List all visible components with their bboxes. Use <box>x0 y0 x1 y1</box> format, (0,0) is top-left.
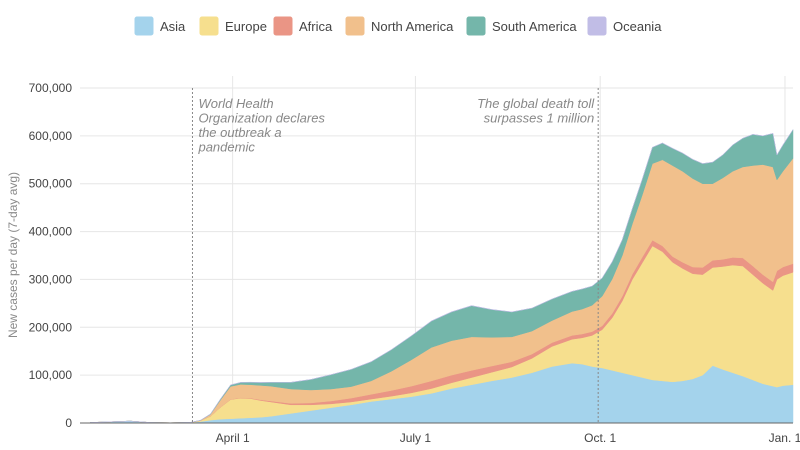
y-tick-label: 300,000 <box>29 272 73 286</box>
legend-label: South America <box>492 19 577 34</box>
annotation-text: World Health <box>198 96 273 111</box>
annotation-text: the outbreak a <box>198 125 281 140</box>
legend-label: Africa <box>299 19 333 34</box>
x-tick-label: April 1 <box>216 431 250 445</box>
annotation-text: surpasses 1 million <box>484 111 595 126</box>
legend-swatch <box>465 15 487 37</box>
y-axis-title: New cases per day (7-day avg) <box>6 172 20 338</box>
legend-label: Asia <box>160 19 186 34</box>
axes: 0 100,000 200,000 300,000 400,000 500,000 600,… <box>29 81 800 445</box>
y-tick-label: 200,000 <box>29 320 73 334</box>
legend-label: Oceania <box>613 19 662 34</box>
annotation-text: The global death toll <box>477 96 595 111</box>
legend-item-south-america[interactable]: South America <box>465 15 577 37</box>
y-tick-label: 700,000 <box>29 81 73 95</box>
legend-item-asia[interactable]: Asia <box>133 15 186 37</box>
y-tick-label: 600,000 <box>29 129 73 143</box>
y-tick-label: 500,000 <box>29 177 73 191</box>
legend-swatch <box>133 15 155 37</box>
legend-swatch <box>344 15 366 37</box>
stacked-areas <box>89 128 794 424</box>
legend-label: Europe <box>225 19 267 34</box>
annotation-text: Organization declares <box>198 111 325 126</box>
legend-swatch <box>272 15 294 37</box>
y-tick-label: 0 <box>65 416 72 430</box>
x-tick-label: Oct. 1 <box>584 431 616 445</box>
y-tick-label: 100,000 <box>29 368 73 382</box>
legend-item-europe[interactable]: Europe <box>198 15 267 37</box>
legend-label: North America <box>371 19 454 34</box>
x-tick-label: July 1 <box>400 431 432 445</box>
annotation-text: pandemic <box>197 140 255 155</box>
area-oceania <box>90 128 794 424</box>
legend-item-oceania[interactable]: Oceania <box>586 15 662 37</box>
gridlines <box>80 76 793 423</box>
legend-item-north-america[interactable]: North America <box>344 15 454 37</box>
y-tick-label: 400,000 <box>29 225 73 239</box>
legend-swatch <box>586 15 608 37</box>
legend: Asia Europe Africa North America South Ameri… <box>133 15 662 37</box>
x-tick-label: Jan. 1 <box>769 431 800 445</box>
legend-swatch <box>198 15 220 37</box>
legend-item-africa[interactable]: Africa <box>272 15 333 37</box>
